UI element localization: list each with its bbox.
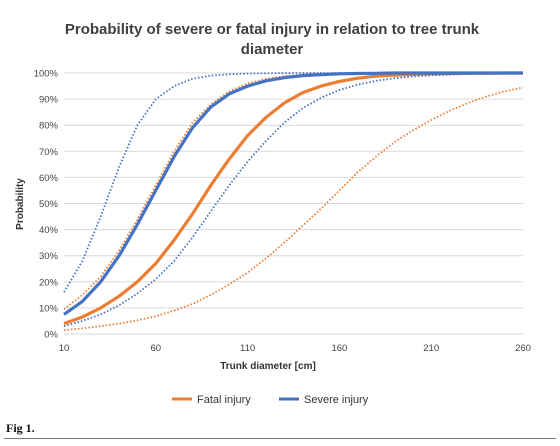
y-tick-label: 40% bbox=[39, 225, 59, 236]
y-tick-label: 60% bbox=[39, 173, 59, 184]
y-tick-label: 50% bbox=[39, 199, 59, 210]
y-tick-labels: 0% 10% 20% 30% 40% 50% 60% 70% 80% 90% 100% bbox=[34, 69, 59, 341]
caption-divider bbox=[4, 438, 556, 439]
series-line-fatal bbox=[63, 71, 523, 326]
x-tick-labels: 10 60 110 160 210 260 bbox=[59, 343, 531, 354]
y-tick-label: 70% bbox=[39, 147, 59, 158]
series-line-fatal-ci bbox=[63, 86, 524, 331]
series-line-fatal-ci bbox=[63, 72, 523, 310]
legend: Fatal injury Severe injury bbox=[172, 394, 369, 406]
series-line-severe-ci bbox=[63, 72, 523, 293]
chart-title-line-1: Probability of severe or fatal injury in… bbox=[65, 21, 480, 38]
y-tick-label: 80% bbox=[39, 121, 59, 132]
series-lines bbox=[63, 71, 524, 331]
figure-caption: Fig 1. bbox=[6, 421, 35, 435]
y-tick-label: 20% bbox=[39, 277, 59, 288]
y-axis-title: Probability bbox=[15, 178, 26, 230]
x-tick-label: 10 bbox=[59, 343, 70, 354]
y-tick-label: 90% bbox=[39, 95, 59, 106]
y-tick-label: 0% bbox=[44, 330, 58, 341]
series-line-severe bbox=[63, 71, 523, 316]
legend-label-severe: Severe injury bbox=[304, 394, 369, 406]
x-tick-label: 160 bbox=[331, 343, 347, 354]
legend-label-fatal: Fatal injury bbox=[197, 394, 251, 406]
y-tick-label: 100% bbox=[34, 69, 59, 80]
y-tick-label: 10% bbox=[39, 303, 59, 314]
x-tick-label: 210 bbox=[423, 343, 439, 354]
x-tick-label: 60 bbox=[151, 343, 162, 354]
series-line-severe-ci bbox=[63, 72, 524, 328]
chart: Probability of severe or fatal injury in… bbox=[15, 21, 531, 406]
y-tick-label: 30% bbox=[39, 251, 59, 262]
x-axis-title: Trunk diameter [cm] bbox=[220, 361, 316, 372]
x-tick-label: 110 bbox=[240, 343, 255, 354]
x-tick-label: 260 bbox=[515, 343, 531, 354]
gridlines bbox=[64, 72, 523, 335]
chart-title-line-2: diameter bbox=[241, 41, 304, 58]
